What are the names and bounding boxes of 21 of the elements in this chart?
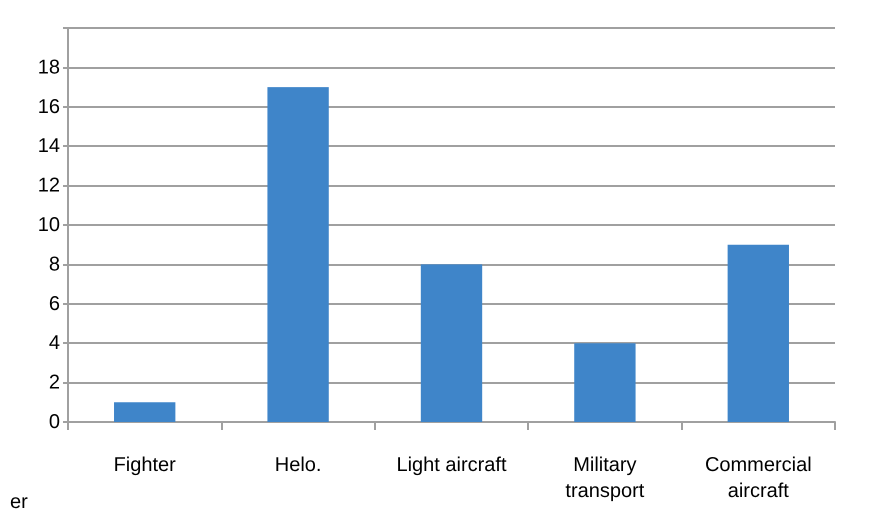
y-tick-label: 18 <box>38 56 60 78</box>
bar <box>267 87 329 422</box>
x-tick-label: Helo. <box>274 454 322 476</box>
y-tick-label: 8 <box>48 253 60 276</box>
bar <box>728 244 789 422</box>
y-tick-label: 10 <box>38 214 60 236</box>
bar <box>420 264 482 422</box>
bar <box>574 343 636 422</box>
y-tick-label: 4 <box>48 332 60 354</box>
y-tick-label: 12 <box>38 174 60 197</box>
y-tick-label: 2 <box>48 372 60 394</box>
bar <box>114 402 176 422</box>
y-tick-label: 16 <box>38 96 60 118</box>
text: er <box>10 491 28 513</box>
x-tick-label: Military transport <box>565 454 645 502</box>
x-tick-label: Commercial aircraft <box>704 454 812 502</box>
y-tick-label: 6 <box>48 292 60 315</box>
y-tick-label: 0 <box>48 411 60 433</box>
y-tick-label: 14 <box>38 135 60 158</box>
x-tick-label: Fighter <box>114 454 176 476</box>
x-tick-label: Light aircraft <box>396 454 507 476</box>
